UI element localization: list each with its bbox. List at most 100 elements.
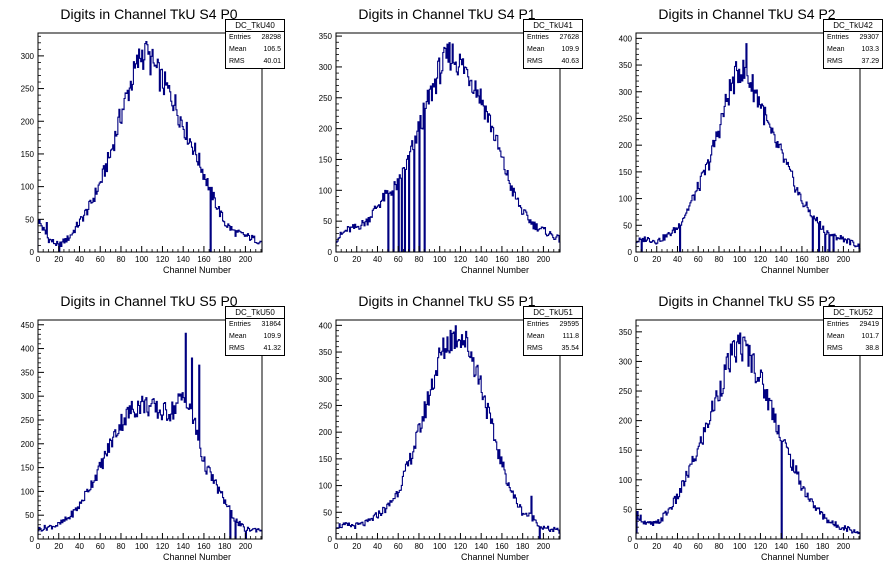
stats-row-entries: Entries 29307 bbox=[824, 32, 882, 44]
x-tick-label: 140 bbox=[475, 542, 489, 551]
x-tick-label: 60 bbox=[394, 255, 403, 264]
x-tick-label: 80 bbox=[715, 255, 724, 264]
y-tick-label: 150 bbox=[619, 446, 633, 455]
chart-panel-6: Digits in Channel TkU S5 P2 0 20 40 60 80 100 1… bbox=[598, 287, 896, 574]
x-tick-label: 80 bbox=[415, 255, 424, 264]
chart-title: Digits in Channel TkU S4 P2 bbox=[658, 6, 836, 22]
x-tick-label: 160 bbox=[197, 542, 211, 551]
histogram-svg: 0 20 40 60 80 100 120 140 160 180 200 0 50 100 150 200 2… bbox=[619, 319, 861, 562]
y-tick-label: 200 bbox=[319, 125, 333, 134]
histogram-svg: 0 20 40 60 80 100 120 140 160 180 200 0 50 100 150 200 2… bbox=[319, 32, 561, 275]
stats-row-mean: Mean 106.5 bbox=[226, 44, 284, 56]
x-tick-label: 140 bbox=[177, 255, 191, 264]
x-tick-label: 20 bbox=[652, 255, 661, 264]
stats-row-entries: Entries 29419 bbox=[824, 319, 882, 331]
stats-key: RMS bbox=[527, 58, 543, 65]
x-tick-label: 180 bbox=[516, 542, 530, 551]
x-tick-label: 80 bbox=[715, 542, 724, 551]
x-tick-label: 40 bbox=[673, 255, 682, 264]
stats-value: 111.8 bbox=[562, 333, 579, 340]
stats-key: RMS bbox=[229, 345, 245, 352]
stats-value: 27628 bbox=[559, 34, 579, 41]
x-tick-label: 120 bbox=[754, 255, 768, 264]
x-tick-label: 200 bbox=[239, 542, 253, 551]
chart-title: Digits in Channel TkU S5 P1 bbox=[358, 293, 536, 309]
stats-row-rms: RMS 41.32 bbox=[226, 343, 284, 355]
y-tick-label: 400 bbox=[619, 34, 633, 43]
stats-box: DC_TkU42 Entries 29307 Mean 103.3 RMS 37.29 bbox=[823, 19, 883, 69]
x-tick-label: 120 bbox=[754, 542, 768, 551]
stats-row-mean: Mean 109.9 bbox=[524, 44, 582, 56]
x-axis-title: Channel Number bbox=[163, 552, 231, 562]
stats-value: 28298 bbox=[261, 34, 281, 41]
x-tick-label: 100 bbox=[135, 542, 149, 551]
x-tick-label: 180 bbox=[218, 255, 232, 264]
chart-panel-2: Digits in Channel TkU S4 P1 0 20 40 60 80 100 1… bbox=[298, 0, 596, 287]
x-axis-title: Channel Number bbox=[761, 552, 829, 562]
chart-title: Digits in Channel TkU S5 P2 bbox=[658, 293, 836, 309]
x-tick-label: 140 bbox=[475, 255, 489, 264]
y-tick-label: 50 bbox=[25, 215, 34, 224]
y-tick-label: 200 bbox=[21, 117, 35, 126]
x-tick-label: 140 bbox=[177, 542, 191, 551]
x-axis-title: Channel Number bbox=[163, 265, 231, 275]
y-tick-label: 300 bbox=[319, 375, 333, 384]
stats-box-name: DC_TkU40 bbox=[226, 20, 284, 32]
y-tick-label: 100 bbox=[319, 482, 333, 491]
plot-frame bbox=[635, 319, 861, 540]
stats-row-rms: RMS 35.54 bbox=[524, 343, 582, 355]
chart-title: Digits in Channel TkU S4 P0 bbox=[60, 6, 238, 22]
y-tick-label: 50 bbox=[25, 511, 34, 520]
x-tick-label: 120 bbox=[454, 542, 468, 551]
plot-frame bbox=[335, 32, 561, 253]
x-tick-label: 80 bbox=[117, 542, 126, 551]
y-tick-label: 100 bbox=[319, 186, 333, 195]
x-tick-label: 140 bbox=[775, 542, 789, 551]
plot-frame bbox=[635, 32, 861, 253]
stats-key: Entries bbox=[527, 34, 549, 41]
histogram-series bbox=[635, 332, 861, 540]
x-tick-label: 60 bbox=[694, 255, 703, 264]
y-tick-label: 350 bbox=[21, 368, 35, 377]
y-tick-label: 0 bbox=[328, 535, 333, 544]
y-tick-label: 100 bbox=[21, 487, 35, 496]
x-tick-label: 0 bbox=[334, 542, 339, 551]
x-tick-label: 60 bbox=[694, 542, 703, 551]
stats-row-entries: Entries 29595 bbox=[524, 319, 582, 331]
stats-key: Mean bbox=[827, 333, 845, 340]
x-tick-label: 40 bbox=[673, 542, 682, 551]
x-tick-label: 20 bbox=[54, 255, 63, 264]
x-tick-label: 100 bbox=[733, 542, 747, 551]
stats-box-name: DC_TkU52 bbox=[824, 307, 882, 319]
x-tick-label: 40 bbox=[373, 542, 382, 551]
stats-value: 109.9 bbox=[263, 333, 281, 340]
y-tick-label: 150 bbox=[319, 455, 333, 464]
x-tick-label: 60 bbox=[96, 542, 105, 551]
y-tick-label: 250 bbox=[21, 85, 35, 94]
stats-row-entries: Entries 27628 bbox=[524, 32, 582, 44]
y-tick-label: 0 bbox=[30, 535, 35, 544]
stats-key: RMS bbox=[827, 345, 843, 352]
x-tick-label: 180 bbox=[218, 542, 232, 551]
stats-value: 31864 bbox=[261, 321, 281, 328]
y-tick-label: 0 bbox=[30, 248, 35, 257]
x-tick-label: 80 bbox=[415, 542, 424, 551]
plot-frame bbox=[37, 32, 263, 253]
x-tick-label: 120 bbox=[156, 542, 170, 551]
x-tick-label: 180 bbox=[816, 542, 830, 551]
stats-box: DC_TkU41 Entries 27628 Mean 109.9 RMS 40.63 bbox=[523, 19, 583, 69]
histogram-series bbox=[37, 332, 263, 540]
stats-value: 40.01 bbox=[263, 58, 281, 65]
stats-row-rms: RMS 40.01 bbox=[226, 56, 284, 68]
stats-row-entries: Entries 31864 bbox=[226, 319, 284, 331]
y-tick-label: 200 bbox=[21, 440, 35, 449]
y-tick-label: 0 bbox=[628, 535, 633, 544]
y-tick-label: 250 bbox=[319, 401, 333, 410]
x-axis-title: Channel Number bbox=[761, 265, 829, 275]
stats-row-rms: RMS 40.63 bbox=[524, 56, 582, 68]
chart-panel-5: Digits in Channel TkU S5 P1 0 20 40 60 80 100 1… bbox=[298, 287, 596, 574]
stats-key: Entries bbox=[527, 321, 549, 328]
y-tick-label: 350 bbox=[619, 61, 633, 70]
x-tick-label: 0 bbox=[334, 255, 339, 264]
y-tick-label: 150 bbox=[619, 168, 633, 177]
